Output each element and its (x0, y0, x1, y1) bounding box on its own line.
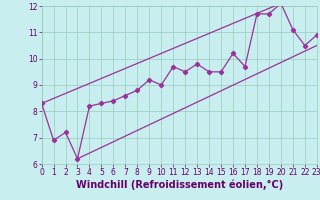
X-axis label: Windchill (Refroidissement éolien,°C): Windchill (Refroidissement éolien,°C) (76, 180, 283, 190)
